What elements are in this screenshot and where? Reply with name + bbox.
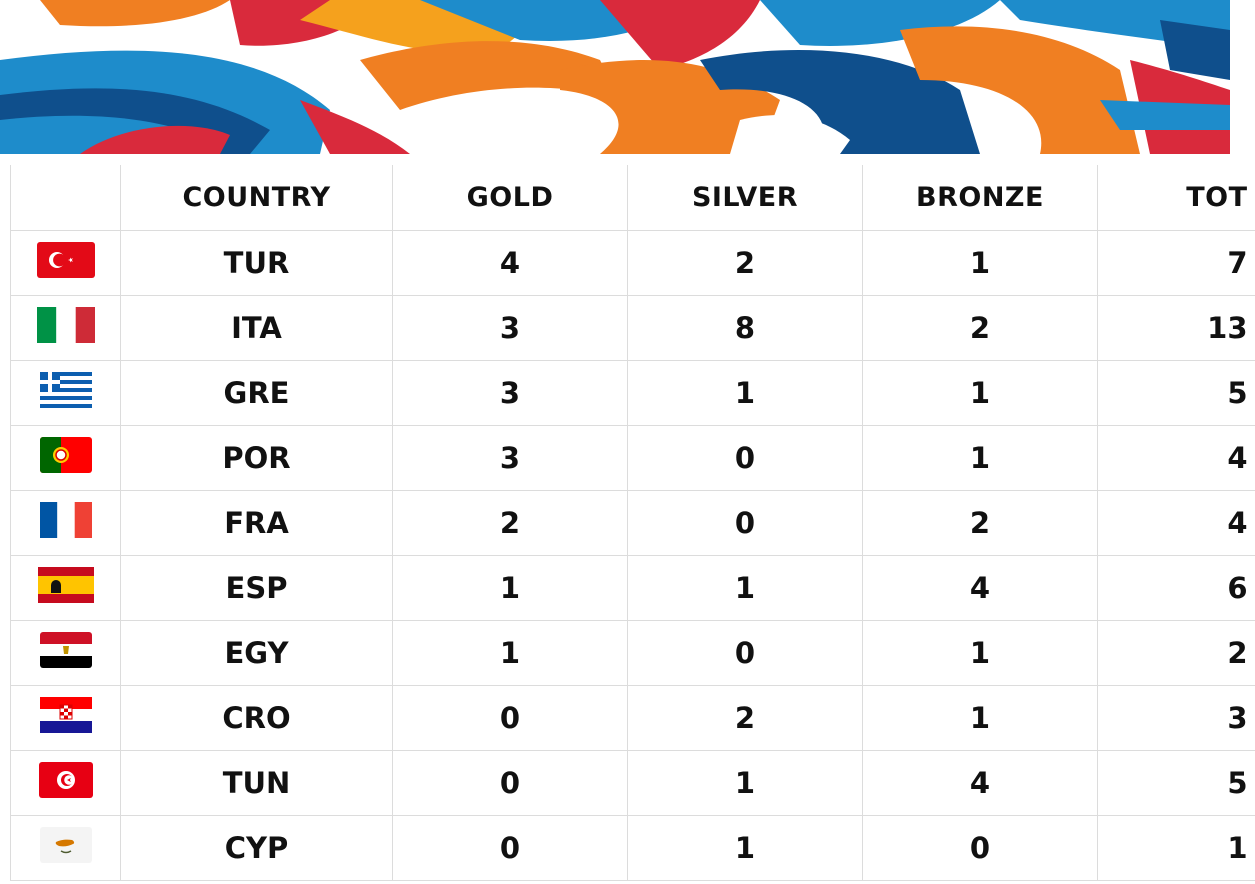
header-bronze: BRONZE (862, 165, 1098, 231)
country-cell: EGY (120, 620, 393, 686)
country-cell: ESP (120, 555, 393, 621)
flag-cyprus-icon (39, 826, 92, 870)
table-row: POR 3 0 1 4 (10, 425, 1255, 491)
flag-cell (10, 230, 121, 296)
banner-artwork (0, 0, 1255, 154)
gold-cell: 0 (392, 685, 628, 751)
table-row: GRE 3 1 1 5 (10, 360, 1255, 426)
table-row: EGY 1 0 1 2 (10, 620, 1255, 686)
bronze-cell: 1 (862, 620, 1098, 686)
flag-cell (10, 815, 121, 881)
tot-cell: 7 (1097, 230, 1255, 296)
country-cell: GRE (120, 360, 393, 426)
silver-cell: 0 (627, 425, 863, 491)
gold-cell: 3 (392, 425, 628, 491)
flag-turkey-icon (36, 241, 95, 285)
gold-cell: 0 (392, 750, 628, 816)
silver-cell: 0 (627, 490, 863, 556)
bronze-cell: 2 (862, 295, 1098, 361)
table-row: CYP 0 1 0 1 (10, 815, 1255, 881)
header-gold: GOLD (392, 165, 628, 231)
header-row: COUNTRY GOLD SILVER BRONZE TOT (10, 165, 1255, 231)
flag-cell (10, 490, 121, 556)
flag-italy-icon (36, 306, 95, 350)
header-silver: SILVER (627, 165, 863, 231)
tot-cell: 2 (1097, 620, 1255, 686)
flag-cell (10, 685, 121, 751)
table-row: ESP 1 1 4 6 (10, 555, 1255, 621)
gold-cell: 0 (392, 815, 628, 881)
flag-greece-icon (39, 371, 92, 415)
bronze-cell: 1 (862, 685, 1098, 751)
silver-cell: 0 (627, 620, 863, 686)
silver-cell: 1 (627, 360, 863, 426)
gold-cell: 3 (392, 360, 628, 426)
silver-cell: 8 (627, 295, 863, 361)
country-cell: FRA (120, 490, 393, 556)
tot-cell: 5 (1097, 750, 1255, 816)
gold-cell: 3 (392, 295, 628, 361)
flag-cell (10, 360, 121, 426)
flag-cell (10, 620, 121, 686)
bronze-cell: 1 (862, 230, 1098, 296)
flag-cell (10, 555, 121, 621)
country-cell: ITA (120, 295, 393, 361)
tot-cell: 3 (1097, 685, 1255, 751)
bronze-cell: 4 (862, 750, 1098, 816)
country-cell: TUN (120, 750, 393, 816)
header-country: COUNTRY (120, 165, 393, 231)
silver-cell: 1 (627, 750, 863, 816)
flag-cell (10, 295, 121, 361)
silver-cell: 2 (627, 230, 863, 296)
silver-cell: 1 (627, 815, 863, 881)
bronze-cell: 2 (862, 490, 1098, 556)
flag-portugal-icon (39, 436, 92, 480)
table-row: TUR 4 2 1 7 (10, 230, 1255, 296)
table-row: CRO 0 2 1 3 (10, 685, 1255, 751)
silver-cell: 2 (627, 685, 863, 751)
flag-croatia-icon (39, 696, 92, 740)
bronze-cell: 1 (862, 360, 1098, 426)
gold-cell: 1 (392, 620, 628, 686)
tot-cell: 4 (1097, 490, 1255, 556)
flag-tunisia-icon (38, 761, 93, 805)
country-cell: CYP (120, 815, 393, 881)
tot-cell: 1 (1097, 815, 1255, 881)
header-flag (10, 165, 121, 231)
header-tot: TOT (1097, 165, 1255, 231)
decorative-banner (0, 0, 1255, 154)
flag-egypt-icon (39, 631, 92, 675)
flag-spain-icon (37, 566, 94, 610)
bronze-cell: 0 (862, 815, 1098, 881)
flag-france-icon (39, 501, 92, 545)
gold-cell: 1 (392, 555, 628, 621)
gold-cell: 4 (392, 230, 628, 296)
medal-table: COUNTRY GOLD SILVER BRONZE TOT TUR 4 2 1 7 IT… (10, 165, 1255, 881)
table-row: ITA 3 8 2 13 (10, 295, 1255, 361)
flag-cell (10, 750, 121, 816)
tot-cell: 6 (1097, 555, 1255, 621)
flag-cell (10, 425, 121, 491)
gold-cell: 2 (392, 490, 628, 556)
bronze-cell: 1 (862, 425, 1098, 491)
tot-cell: 13 (1097, 295, 1255, 361)
country-cell: TUR (120, 230, 393, 296)
table-row: TUN 0 1 4 5 (10, 750, 1255, 816)
tot-cell: 5 (1097, 360, 1255, 426)
bronze-cell: 4 (862, 555, 1098, 621)
silver-cell: 1 (627, 555, 863, 621)
country-cell: CRO (120, 685, 393, 751)
tot-cell: 4 (1097, 425, 1255, 491)
table-row: FRA 2 0 2 4 (10, 490, 1255, 556)
country-cell: POR (120, 425, 393, 491)
